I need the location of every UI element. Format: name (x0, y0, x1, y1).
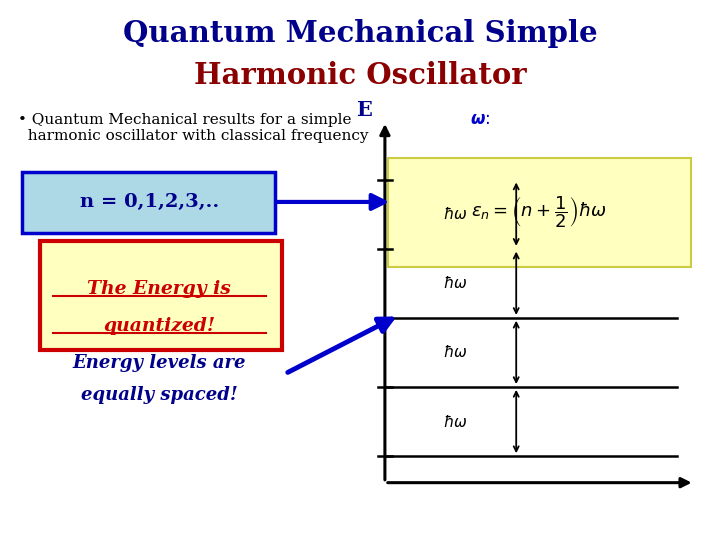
FancyBboxPatch shape (389, 158, 691, 267)
Text: $\hbar\omega$: $\hbar\omega$ (444, 414, 468, 429)
FancyBboxPatch shape (22, 172, 274, 233)
Text: $\hbar\omega$: $\hbar\omega$ (444, 345, 468, 360)
Text: equally spaced!: equally spaced! (81, 386, 238, 404)
Text: $\boldsymbol{\omega}$:: $\boldsymbol{\omega}$: (470, 111, 490, 129)
Text: Quantum Mechanical Simple: Quantum Mechanical Simple (122, 19, 598, 48)
FancyBboxPatch shape (40, 241, 282, 350)
Text: $\hbar\omega$: $\hbar\omega$ (444, 206, 468, 222)
Text: The Energy is: The Energy is (87, 280, 231, 298)
Text: E: E (356, 100, 372, 120)
Text: $\varepsilon_n = \left(n + \dfrac{1}{2}\right)\hbar\omega$: $\varepsilon_n = \left(n + \dfrac{1}{2}\… (472, 195, 607, 231)
Text: $\hbar\omega$: $\hbar\omega$ (444, 275, 468, 291)
Text: n = 0,1,2,3,..: n = 0,1,2,3,.. (81, 193, 220, 211)
Text: quantized!: quantized! (103, 317, 215, 335)
Text: • Quantum Mechanical results for a simple
  harmonic oscillator with classical f: • Quantum Mechanical results for a simpl… (19, 113, 374, 143)
Text: Harmonic Oscillator: Harmonic Oscillator (194, 62, 526, 90)
Text: Energy levels are: Energy levels are (73, 354, 246, 372)
